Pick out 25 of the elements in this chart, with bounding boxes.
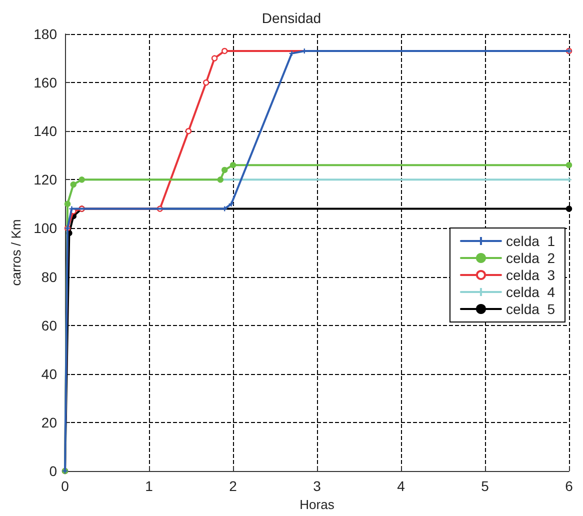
y-tick-label: 20	[41, 414, 58, 430]
y-tick-label: 0	[49, 463, 58, 479]
x-tick-label: 3	[313, 478, 322, 494]
x-tick-label: 6	[565, 478, 574, 494]
legend-label: celda 5	[506, 301, 556, 317]
x-tick-label: 1	[145, 478, 154, 494]
x-tick-label: 5	[481, 478, 490, 494]
legend-label: celda 4	[506, 284, 556, 300]
y-tick-label: 40	[41, 366, 58, 382]
y-axis-title: carros / Km	[8, 219, 24, 286]
y-tick-label: 100	[34, 220, 58, 236]
x-axis-title: Horas	[300, 496, 335, 512]
y-tick-label: 160	[34, 74, 58, 91]
legend-label: celda 1	[506, 233, 556, 249]
y-tick-label: 80	[41, 268, 58, 285]
x-tick-label: 2	[229, 478, 238, 494]
x-tick-label: 4	[397, 478, 406, 494]
legend-label: celda 3	[506, 267, 556, 283]
y-tick-label: 120	[34, 172, 58, 188]
y-tick-label: 140	[34, 123, 58, 140]
chart-title: Densidad	[262, 10, 322, 26]
x-tick-label: 0	[61, 478, 70, 494]
y-tick-label: 180	[34, 26, 58, 42]
legend-label: celda 2	[506, 250, 556, 266]
y-tick-label: 60	[41, 317, 58, 334]
